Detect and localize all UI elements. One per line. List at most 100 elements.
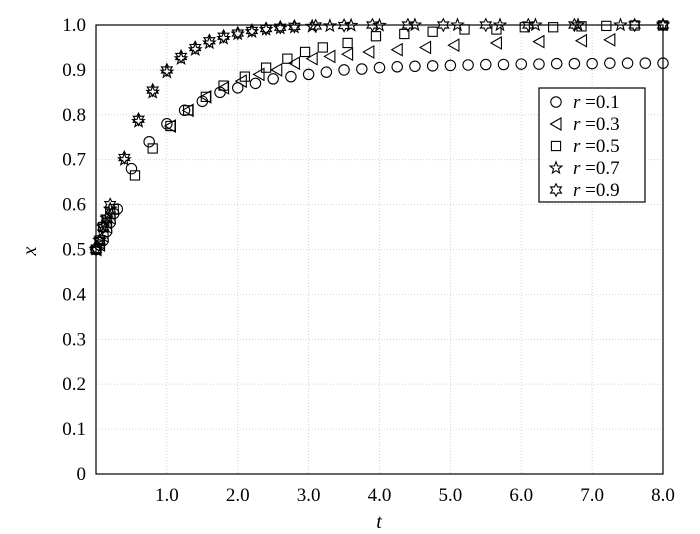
data-point: [479, 17, 493, 33]
data-point: [639, 57, 652, 69]
data-point: [343, 17, 359, 32]
legend-item: r =0.5: [550, 136, 620, 157]
legend-variable: r: [573, 92, 585, 113]
axis-ticks: 1.0 2.0 3.0 4.0 5.0 6.0 7.0 8.0 0 0.1 0.2 0.3 0.4 0.5…: [62, 15, 675, 506]
data-point: [260, 62, 272, 73]
legend-value: =0.5: [585, 136, 619, 157]
legend-value: =0.7: [585, 158, 619, 179]
data-point: [519, 22, 530, 33]
data-point: [188, 40, 202, 55]
data-point: [450, 17, 465, 32]
data-point: [373, 61, 386, 74]
data-point: [390, 42, 403, 57]
legend-item: r =0.9: [549, 180, 620, 201]
data-point: [146, 82, 160, 98]
data-point: [399, 28, 410, 40]
y-tick-label: 0.5: [62, 240, 86, 261]
data-point: [533, 58, 545, 70]
legend-variable: r: [573, 158, 585, 179]
data-point: [532, 34, 545, 49]
data-point: [444, 59, 457, 72]
data-point: [323, 49, 336, 64]
data-point: [527, 17, 543, 32]
data-point: [601, 20, 612, 32]
data-point: [370, 31, 382, 42]
data-point: [621, 57, 634, 69]
data-point: [117, 151, 132, 166]
x-tick-label: 1.0: [155, 485, 179, 506]
legend-label: r =0.7: [573, 158, 620, 179]
series-4: [89, 17, 670, 257]
legend-label: r =0.1: [573, 92, 620, 113]
legend: r =0.1r =0.3r =0.5r =0.7r =0.9: [538, 87, 646, 203]
y-tick-label: 1.0: [62, 15, 86, 36]
data-point: [427, 26, 438, 37]
data-point: [202, 35, 217, 50]
data-point: [160, 62, 174, 78]
legend-label: r =0.3: [573, 114, 620, 135]
data-point: [202, 33, 216, 49]
data-point: [586, 57, 598, 70]
data-point: [628, 17, 642, 33]
data-point: [96, 219, 110, 235]
data-point: [547, 22, 559, 33]
data-point: [340, 47, 354, 62]
y-axis-label: x: [19, 246, 41, 256]
legend-variable: r: [573, 114, 585, 135]
data-point: [365, 17, 379, 33]
data-point: [93, 233, 106, 248]
data-point: [132, 111, 145, 127]
data-point: [497, 58, 510, 71]
x-tick-label: 5.0: [439, 485, 463, 506]
data-point: [337, 17, 351, 33]
data-point: [89, 242, 103, 257]
data-point: [218, 80, 229, 91]
data-point: [125, 162, 138, 175]
data-point: [317, 42, 328, 53]
y-tick-label: 0.6: [62, 195, 86, 216]
data-point: [567, 17, 581, 33]
data-point: [174, 48, 188, 64]
data-point: [131, 113, 146, 128]
legend-marker: [548, 160, 564, 175]
data-point: [656, 17, 670, 33]
legend-marker: [549, 182, 563, 198]
x-tick-label: 7.0: [580, 485, 604, 506]
x-axis-label: t: [376, 511, 382, 533]
legend-item: r =0.7: [548, 158, 620, 179]
data-point: [285, 70, 297, 83]
data-point: [217, 28, 230, 44]
data-point: [391, 61, 403, 73]
data-point: [362, 44, 375, 59]
y-tick-label: 0.3: [62, 329, 86, 350]
data-point: [173, 50, 189, 65]
data-point: [299, 46, 311, 58]
legend-item: r =0.3: [549, 114, 620, 135]
data-point: [216, 30, 232, 45]
x-tick-label: 3.0: [297, 485, 321, 506]
data-point: [436, 17, 450, 33]
data-point: [231, 25, 245, 41]
data-point: [309, 18, 323, 34]
x-tick-label: 8.0: [651, 485, 675, 506]
y-tick-label: 0.9: [62, 60, 86, 81]
y-tick-label: 0.2: [62, 374, 86, 395]
legend-value: =0.1: [585, 92, 619, 113]
data-point: [178, 104, 191, 117]
x-tick-label: 6.0: [509, 485, 533, 506]
legend-marker: [549, 117, 562, 131]
data-point: [249, 77, 262, 90]
data-point: [574, 33, 588, 48]
data-point: [515, 58, 527, 70]
data-point: [252, 67, 265, 82]
data-point: [418, 40, 432, 55]
data-point: [322, 18, 338, 33]
data-point: [372, 17, 387, 32]
data-point: [165, 120, 176, 132]
data-point: [603, 32, 616, 47]
data-point: [161, 118, 173, 130]
legend-marker: [550, 140, 562, 152]
data-point: [100, 210, 114, 226]
data-point: [245, 23, 259, 38]
data-point: [320, 66, 333, 78]
